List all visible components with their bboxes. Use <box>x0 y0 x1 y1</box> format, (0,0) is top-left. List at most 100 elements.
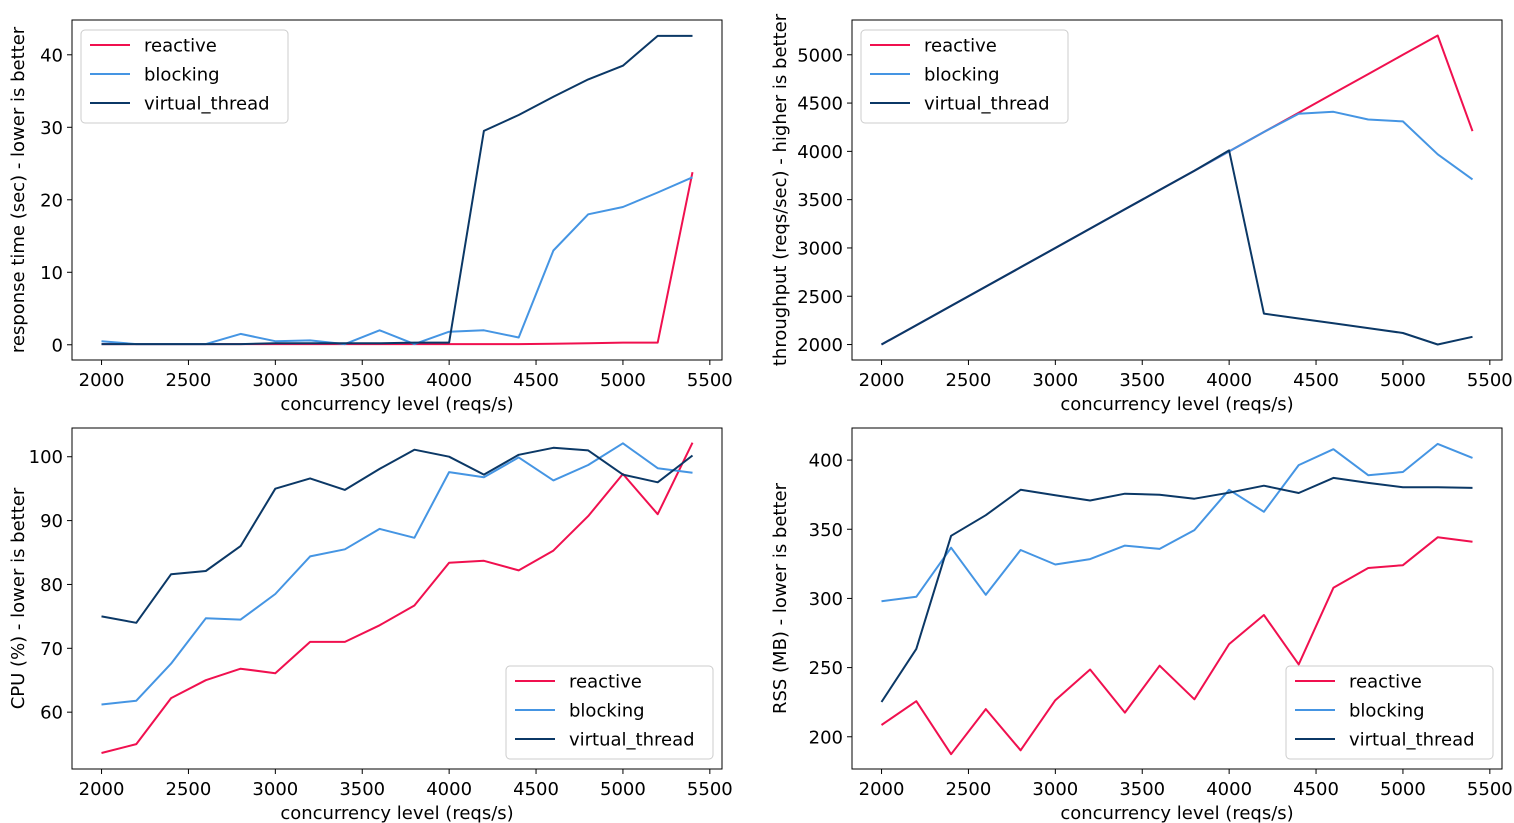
series-line-blocking <box>881 442 1473 603</box>
chart-panel-3: 2000 2500 3000 3500 4000 4500 5000 5500 60 70 80 90… <box>8 427 733 823</box>
legend-label: reactive <box>144 36 217 57</box>
series-line-virtual-thread <box>881 149 1473 346</box>
y-tick-label: 300 <box>809 589 843 610</box>
x-tick-label: 3000 <box>252 779 298 800</box>
x-tick-label: 2500 <box>166 779 212 800</box>
x-tick-label: 2000 <box>79 370 125 391</box>
x-tick-label: 5000 <box>600 779 646 800</box>
x-tick-label: 4000 <box>426 370 472 391</box>
x-tick-label: 4500 <box>513 370 559 391</box>
x-axis-label: concurrency level (reqs/s) <box>280 394 513 415</box>
series-lines <box>880 442 1473 756</box>
legend-label: reactive <box>924 36 997 57</box>
x-tick-label: 2500 <box>946 779 992 800</box>
y-tick-label: 5000 <box>797 45 843 66</box>
x-tick-label: 2000 <box>79 779 125 800</box>
legend: reactive blocking virtual_thread <box>80 29 289 124</box>
series-line-blocking <box>101 176 693 346</box>
legend-label: virtual_thread <box>1349 730 1475 751</box>
y-tick-label: 40 <box>40 45 63 66</box>
y-axis-label: throughput (reqs/sec) - higher is better <box>770 13 791 366</box>
x-tick-label: 5000 <box>1380 779 1426 800</box>
series-lines <box>881 34 1474 346</box>
x-tick-label: 4000 <box>426 779 472 800</box>
x-axis-label: concurrency level (reqs/s) <box>280 803 513 823</box>
y-tick-label: 350 <box>809 520 843 541</box>
legend-label: blocking <box>1349 701 1425 722</box>
y-tick-label: 70 <box>40 639 63 660</box>
y-tick-label: 3500 <box>797 190 843 211</box>
legend-label: reactive <box>569 672 642 693</box>
x-tick-label: 5500 <box>1467 779 1513 800</box>
x-axis-label: concurrency level (reqs/s) <box>1060 803 1293 823</box>
plot-frame <box>851 19 1503 361</box>
chart-panel-2: 2000 2500 3000 3500 4000 4500 5000 5500 2000 2500… <box>770 13 1513 415</box>
y-tick-label: 2500 <box>797 287 843 308</box>
x-tick-label: 4000 <box>1206 370 1252 391</box>
legend-label: virtual_thread <box>144 94 270 115</box>
y-tick-label: 100 <box>29 447 63 468</box>
y-tick-label: 80 <box>40 575 63 596</box>
legend-label: blocking <box>144 65 220 86</box>
legend-box <box>80 29 289 124</box>
x-tick-label: 3500 <box>1119 370 1165 391</box>
series-line-virtual-thread <box>101 446 694 624</box>
plot-frame <box>71 427 723 770</box>
legend-label: blocking <box>924 65 1000 86</box>
y-tick-label: 250 <box>809 658 843 679</box>
x-tick-label: 3000 <box>1032 370 1078 391</box>
legend: reactive blocking virtual_thread <box>505 665 714 760</box>
y-axis-label: RSS (MB) - lower is better <box>770 482 791 714</box>
x-tick-label: 3500 <box>339 370 385 391</box>
legend-box <box>505 665 714 760</box>
series-line-reactive <box>101 171 694 346</box>
plot-frame <box>851 427 1503 770</box>
x-tick-label: 2500 <box>946 370 992 391</box>
x-tick-label: 2500 <box>166 370 212 391</box>
x-tick-label: 4500 <box>1293 370 1339 391</box>
x-tick-label: 2000 <box>859 779 905 800</box>
x-tick-label: 4500 <box>1293 779 1339 800</box>
y-tick-label: 400 <box>809 451 843 472</box>
series-line-virtual-thread <box>101 34 693 346</box>
x-tick-label: 3500 <box>1119 779 1165 800</box>
x-tick-label: 2000 <box>859 370 905 391</box>
y-axis-label: response time (sec) - lower is better <box>8 26 29 353</box>
legend-box <box>860 29 1069 124</box>
y-tick-label: 90 <box>40 511 63 532</box>
y-tick-label: 60 <box>40 703 63 724</box>
x-tick-label: 5500 <box>687 779 733 800</box>
legend-label: virtual_thread <box>569 730 695 751</box>
y-tick-label: 3000 <box>797 238 843 259</box>
legend-label: virtual_thread <box>924 94 1050 115</box>
y-tick-label: 30 <box>40 118 63 139</box>
x-tick-label: 5500 <box>687 370 733 391</box>
y-tick-label: 4500 <box>797 94 843 115</box>
series-line-reactive <box>101 442 694 754</box>
y-tick-label: 20 <box>40 190 63 211</box>
x-axis-label: concurrency level (reqs/s) <box>1060 394 1293 415</box>
legend-box <box>1285 665 1494 760</box>
x-tick-label: 5000 <box>1380 370 1426 391</box>
legend: reactive blocking virtual_thread <box>860 29 1069 124</box>
series-line-virtual-thread <box>880 476 1473 703</box>
legend-label: blocking <box>569 701 645 722</box>
x-tick-label: 4000 <box>1206 779 1252 800</box>
series-line-reactive <box>880 536 1473 756</box>
y-tick-label: 2000 <box>797 335 843 356</box>
y-axis-label: CPU (%) - lower is better <box>8 487 29 709</box>
y-tick-label: 10 <box>40 263 63 284</box>
x-tick-label: 5500 <box>1467 370 1513 391</box>
series-line-blocking <box>881 110 1474 346</box>
series-lines <box>101 442 694 754</box>
y-tick-label: 4000 <box>797 142 843 163</box>
plot-frame <box>71 19 723 361</box>
legend-label: reactive <box>1349 672 1422 693</box>
y-tick-label: 200 <box>809 727 843 748</box>
chart-panel-1: 2000 2500 3000 3500 4000 4500 5000 5500 0 10 20 30 4… <box>8 19 733 415</box>
x-tick-label: 3500 <box>339 779 385 800</box>
chart-panel-4: 2000 2500 3000 3500 4000 4500 5000 5500 200 250 30… <box>770 427 1513 823</box>
x-tick-label: 5000 <box>600 370 646 391</box>
x-tick-label: 4500 <box>513 779 559 800</box>
legend: reactive blocking virtual_thread <box>1285 665 1494 760</box>
